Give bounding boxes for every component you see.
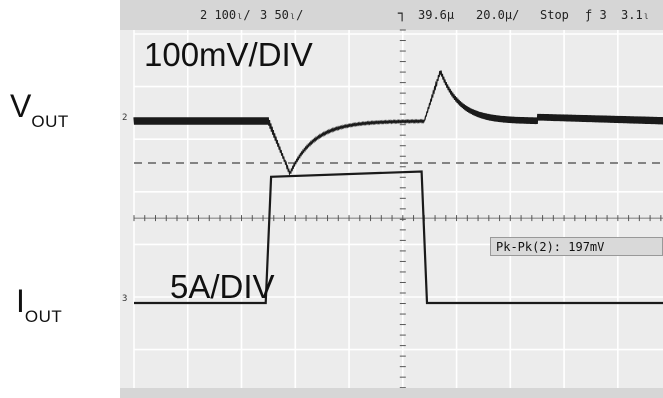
vout-label-main: V — [10, 88, 32, 124]
vout-trace — [133, 70, 663, 177]
iout-trace — [134, 170, 663, 305]
vout-label-sub: OUT — [31, 112, 69, 131]
measurement-readout: Pk-Pk(2): 197mV — [490, 237, 663, 256]
vout-label: VOUT — [10, 88, 69, 132]
vout-scale-label: 100mV/DIV — [144, 36, 313, 73]
trigger-position: 39.6µ — [418, 8, 455, 22]
ch2-ground-marker: 2 — [122, 113, 128, 123]
trigger-position-icon: ┐ — [398, 6, 407, 22]
iout-label-sub: OUT — [24, 307, 63, 326]
trigger-source: ƒ 3 — [585, 8, 607, 22]
iout-label: IOUT — [16, 283, 62, 327]
timebase: 20.0µ/ — [476, 8, 520, 22]
iout-scale-label: 5A/DIV — [170, 268, 275, 305]
trigger-level: 3.1ₗ — [621, 8, 650, 22]
scope-footer-bar — [120, 388, 663, 398]
scope-graticule — [133, 29, 663, 388]
iout-label-main: I — [16, 283, 25, 319]
oscilloscope-screen: 2 100ₗ/ 3 50ₗ/ ┐ 39.6µ 20.0µ/ Stop ƒ 3 3… — [120, 0, 663, 398]
run-state: Stop — [540, 8, 569, 22]
scope-header-bar: 2 100ₗ/ 3 50ₗ/ ┐ 39.6µ 20.0µ/ Stop ƒ 3 3… — [120, 0, 663, 30]
ch3-scale: 3 50ₗ/ — [260, 8, 304, 22]
ch3-ground-marker: 3 — [122, 294, 128, 304]
ch2-scale: 2 100ₗ/ — [200, 8, 251, 22]
